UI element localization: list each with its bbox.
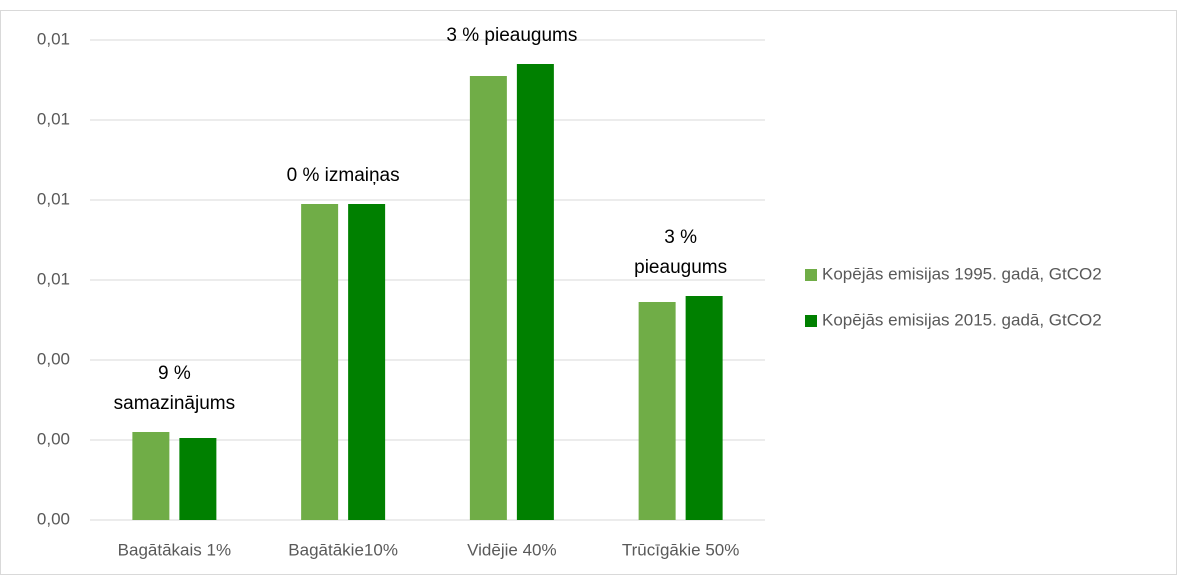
bar [469, 76, 507, 520]
x-tick-label: Bagātākais 1% [118, 540, 231, 559]
y-tick-label: 0,01 [37, 269, 70, 288]
bar [301, 204, 339, 520]
bar [132, 432, 170, 520]
y-tick-label: 0,00 [37, 509, 70, 528]
x-tick-label: Bagātākie10% [288, 540, 398, 559]
chart-frame [0, 10, 1177, 575]
bar [638, 302, 676, 520]
annotation: 9 % [158, 363, 191, 384]
annotation: pieaugums [634, 257, 727, 278]
x-tick-label: Vidējie 40% [467, 540, 556, 559]
annotation: 0 % izmaiņas [287, 165, 400, 186]
y-tick-label: 0,00 [37, 349, 70, 368]
y-tick-label: 0,01 [37, 109, 70, 128]
annotation: 3 % [664, 227, 697, 248]
legend-swatch [805, 315, 817, 327]
y-tick-label: 0,00 [37, 429, 70, 448]
bar [516, 64, 554, 520]
x-tick-label: Trūcīgākie 50% [622, 540, 739, 559]
legend-label: Kopējās emisijas 1995. gadā, GtCO2 [822, 264, 1102, 283]
bar [348, 204, 386, 520]
legend-swatch [805, 269, 817, 281]
bar [179, 438, 217, 520]
y-tick-label: 0,01 [37, 189, 70, 208]
bar [685, 296, 723, 520]
y-tick-label: 0,01 [37, 29, 70, 48]
annotation: 3 % pieaugums [446, 25, 577, 46]
legend-label: Kopējās emisijas 2015. gadā, GtCO2 [822, 310, 1102, 329]
annotation: samazinājums [114, 393, 235, 414]
